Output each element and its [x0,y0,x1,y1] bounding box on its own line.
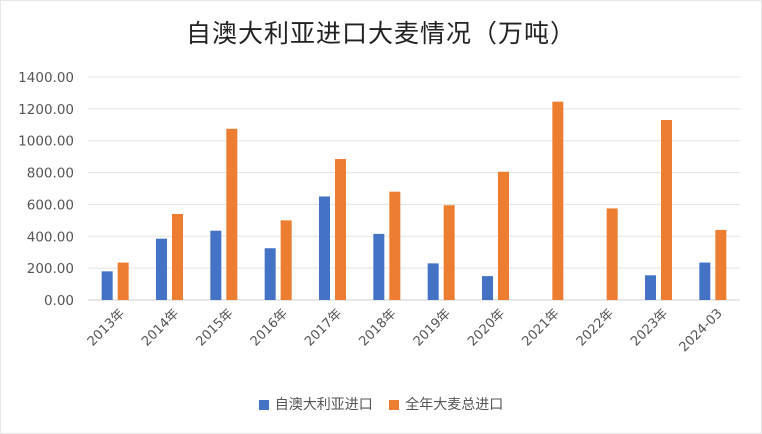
legend-label-australia: 自澳大利亚进口 [274,397,373,413]
bar-australia [645,275,656,300]
bar-australia [427,263,439,300]
y-tick-label: 1400.00 [18,70,74,86]
y-tick-label: 400.00 [27,229,74,245]
x-tick-label: 2015年 [193,306,236,349]
legend-label-total: 全年大麦总进口 [405,397,504,413]
bar-australia [319,196,330,300]
x-tick-label: 2016年 [248,306,291,349]
x-tick-label: 2014年 [139,306,182,349]
y-tick-label: 800.00 [27,166,74,182]
chart-title: 自澳大利亚进口大麦情况（万吨） [185,19,576,48]
legend-item-total: 全年大麦总进口 [389,394,503,414]
bar-total [606,208,618,300]
y-tick-label: 200.00 [27,261,74,277]
legend-swatch-total [389,400,400,410]
bar-total [552,101,564,300]
bar-australia [373,233,385,300]
bar-total [443,205,455,300]
x-tick-label: 2023年 [628,306,671,349]
y-tick-label: 600.00 [27,197,74,213]
y-tick-label: 1200.00 [18,102,74,118]
bar-total [280,220,292,300]
x-tick-label: 2024-03 [677,306,726,355]
bar-total [715,229,727,300]
bar-australia [699,262,711,300]
y-tick-label: 0.00 [44,293,74,309]
x-tick-label: 2017年 [302,306,345,349]
x-tick-label: 2013年 [85,306,128,349]
bar-total [661,120,672,300]
x-tick-label: 2020年 [465,306,508,349]
x-tick-label: 2021年 [519,306,562,349]
legend: 自澳大利亚进口 全年大麦总进口 [0,394,762,414]
x-tick-label: 2022年 [574,306,617,349]
bar-australia [156,238,167,300]
legend-swatch-australia [258,400,269,410]
bar-australia [210,230,222,300]
bar-total [498,171,509,300]
legend-item-australia: 自澳大利亚进口 [258,394,373,414]
bar-australia [264,248,276,300]
y-tick-label: 1000.00 [18,134,74,150]
bar-total [172,213,183,300]
bar-total [389,191,401,300]
x-tick-label: 2019年 [411,306,454,349]
bar-australia [482,276,493,300]
bar-australia [101,271,113,300]
bar-total [117,262,129,300]
bar-total [226,128,238,300]
x-tick-label: 2018年 [356,306,399,349]
bar-total [335,159,346,300]
